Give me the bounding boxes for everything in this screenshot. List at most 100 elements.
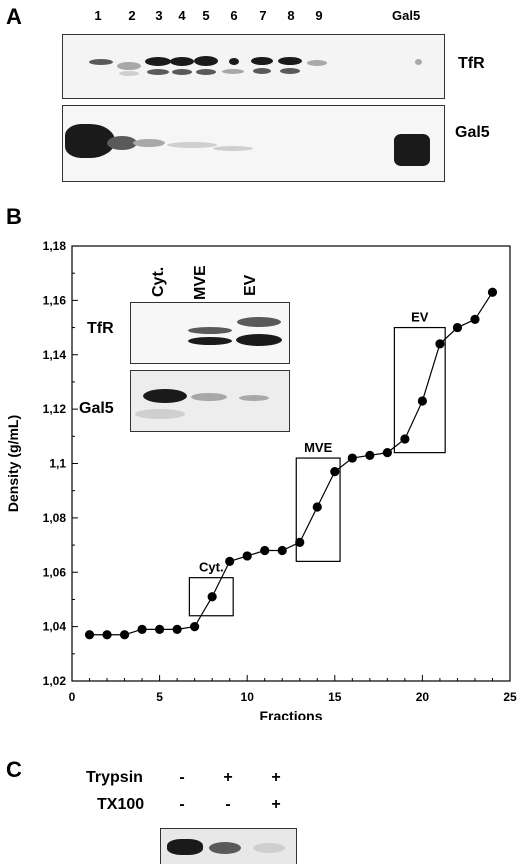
blot-band xyxy=(307,60,327,66)
blot-band xyxy=(209,842,241,854)
blot-band xyxy=(222,69,244,74)
data-point xyxy=(417,396,427,406)
blot-band xyxy=(167,142,217,148)
inset-column-label: MVE xyxy=(192,265,209,300)
lane-number: 6 xyxy=(230,8,238,23)
data-point xyxy=(207,592,217,602)
lane-number: 5 xyxy=(202,8,210,23)
x-tick-label: 25 xyxy=(503,690,517,704)
blot-band xyxy=(237,317,281,327)
inset-tfr-blot xyxy=(130,302,290,364)
y-tick-label: 1,08 xyxy=(43,511,67,525)
lane-number: 4 xyxy=(178,8,186,23)
y-tick-label: 1,14 xyxy=(43,348,67,362)
panel-a-letter: A xyxy=(6,4,22,29)
fraction-box xyxy=(188,577,234,617)
fraction-box xyxy=(393,326,446,454)
data-point xyxy=(102,630,112,640)
blot-band xyxy=(278,57,302,65)
lane-number: 9 xyxy=(315,8,323,23)
blot-band xyxy=(135,409,185,419)
blot-band xyxy=(89,59,113,65)
data-point xyxy=(347,453,357,463)
blot-band xyxy=(188,337,232,345)
data-point xyxy=(137,624,147,634)
inset-gal5-label: Gal5 xyxy=(79,400,114,417)
y-tick-label: 1,16 xyxy=(43,293,67,307)
blot-band xyxy=(415,59,422,65)
data-point xyxy=(277,545,287,556)
blot-band xyxy=(145,57,171,66)
lane-number: 1 xyxy=(94,8,102,23)
data-point xyxy=(155,624,165,634)
data-point xyxy=(470,314,480,325)
inset-column-label: Cyt. xyxy=(150,266,167,297)
fraction-box-label: Cyt. xyxy=(199,560,224,575)
data-point xyxy=(172,624,182,634)
inset-column-label: EV xyxy=(242,274,259,296)
panel-b-letter: B xyxy=(6,204,22,229)
data-point xyxy=(382,448,392,458)
tfr-blot xyxy=(62,34,445,99)
lane-number: 3 xyxy=(155,8,163,23)
blot-band xyxy=(253,68,271,74)
data-point xyxy=(225,556,235,566)
data-point xyxy=(400,434,410,444)
blot-band xyxy=(229,58,239,65)
data-point xyxy=(295,537,305,547)
y-tick-label: 1,06 xyxy=(43,565,67,579)
blot-band xyxy=(194,56,218,66)
data-point xyxy=(487,287,498,297)
density-chart: 1,02 1,04 1,06 1,08 1,1 1,12 1,14 1,16 1,18 0 5 10 1… xyxy=(5,239,517,720)
y-tick-label: 1,02 xyxy=(43,674,67,688)
blot-band xyxy=(394,134,430,166)
inset-tfr-label: TfR xyxy=(87,320,114,337)
x-tick-label: 20 xyxy=(416,690,430,704)
blot-band xyxy=(280,68,300,74)
control-lane-label: Gal5 xyxy=(392,8,421,23)
y-tick-label: 1,04 xyxy=(43,620,67,634)
data-point xyxy=(190,622,200,632)
fraction-box xyxy=(295,457,341,562)
blot-band xyxy=(167,839,203,855)
trypsin-symbol: + xyxy=(223,769,233,786)
blot-band xyxy=(188,327,232,334)
fraction-box-label: EV xyxy=(411,310,429,325)
trypsin-symbol: - xyxy=(179,769,185,786)
inset-gal5-blot xyxy=(130,370,290,432)
data-point xyxy=(435,339,445,349)
panel-c-letter: C xyxy=(6,757,22,782)
x-tick-label: 15 xyxy=(328,690,342,704)
data-point xyxy=(330,467,340,477)
tx100-symbol: - xyxy=(225,796,231,813)
blot-band xyxy=(191,393,227,401)
data-point xyxy=(365,450,375,460)
blot-band xyxy=(172,69,192,75)
lane-number: 8 xyxy=(287,8,295,23)
x-axis-label: Fractions xyxy=(259,708,322,720)
blot-band xyxy=(213,146,253,151)
x-tick-label: 5 xyxy=(156,690,163,704)
blot-band xyxy=(236,334,282,346)
y-tick-label: 1,12 xyxy=(43,402,67,416)
data-point xyxy=(260,545,270,556)
protease-blot xyxy=(160,828,297,864)
lane-number: 2 xyxy=(128,8,136,23)
trypsin-label: Trypsin xyxy=(86,769,143,786)
blot-band xyxy=(107,136,137,150)
blot-band xyxy=(117,62,141,70)
x-tick-label: 10 xyxy=(241,690,255,704)
blot-band xyxy=(253,843,285,853)
blot-band xyxy=(251,57,273,65)
tx100-symbol: - xyxy=(179,796,185,813)
blot-band xyxy=(239,395,269,401)
trypsin-symbol: + xyxy=(271,769,281,786)
data-point xyxy=(119,630,130,640)
blot-band xyxy=(170,57,194,66)
fraction-box-label: MVE xyxy=(304,440,333,455)
gal5-blot xyxy=(62,105,445,182)
lane-number: 7 xyxy=(259,8,267,23)
y-tick-label: 1,18 xyxy=(43,239,67,253)
data-point xyxy=(312,502,322,512)
blot-band xyxy=(143,389,187,403)
